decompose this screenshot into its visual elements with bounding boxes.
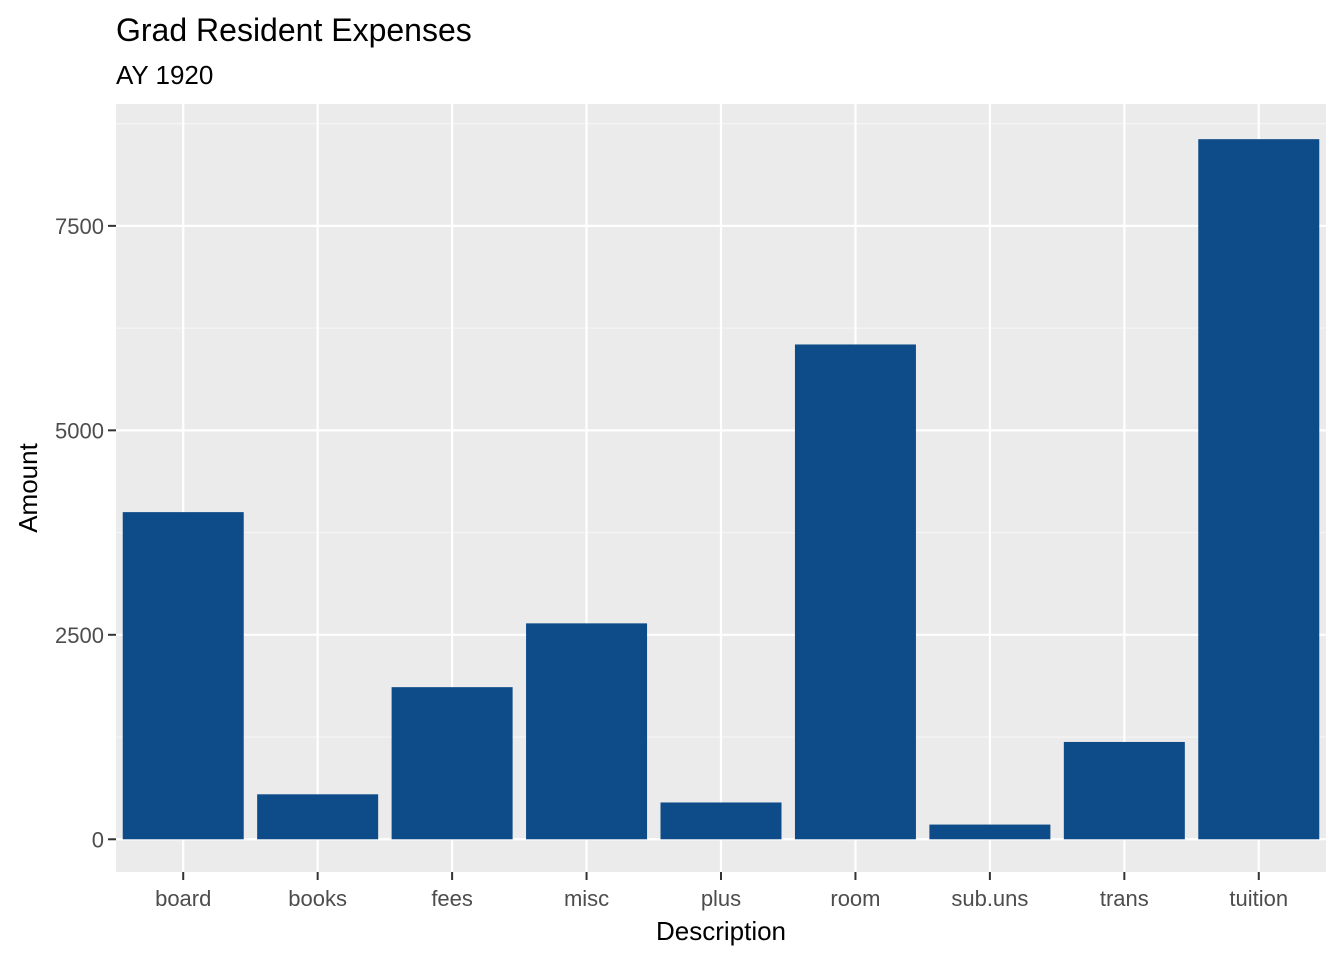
y-axis-title: Amount xyxy=(13,442,43,532)
x-axis: board books fees misc plus room sub.uns trans tu… xyxy=(155,872,1288,911)
y-tick-label: 0 xyxy=(92,827,104,852)
chart-subtitle: AY 1920 xyxy=(116,60,213,90)
x-tick-label: plus xyxy=(701,886,741,911)
x-tick-label: room xyxy=(830,886,880,911)
y-tick-label: 5000 xyxy=(55,418,104,443)
x-tick-label: trans xyxy=(1100,886,1149,911)
bar-books xyxy=(257,794,379,840)
chart-title: Grad Resident Expenses xyxy=(116,12,472,48)
x-tick-label: tuition xyxy=(1229,886,1288,911)
x-tick-label: fees xyxy=(431,886,473,911)
bar-board xyxy=(122,512,244,840)
bar-sub.uns xyxy=(929,824,1051,840)
bar-misc xyxy=(526,623,648,840)
bar-tuition xyxy=(1198,139,1320,840)
x-tick-label: books xyxy=(288,886,347,911)
y-axis: 0 2500 5000 7500 xyxy=(55,214,116,852)
bar-trans xyxy=(1063,741,1185,840)
x-tick-label: board xyxy=(155,886,211,911)
bar-plus xyxy=(660,802,782,840)
x-tick-label: misc xyxy=(564,886,609,911)
bars xyxy=(122,139,1320,840)
x-tick-label: sub.uns xyxy=(951,886,1028,911)
bar-room xyxy=(794,344,916,840)
y-tick-label: 7500 xyxy=(55,214,104,239)
x-axis-title: Description xyxy=(656,916,786,946)
bar-fees xyxy=(391,687,513,840)
y-tick-label: 2500 xyxy=(55,623,104,648)
